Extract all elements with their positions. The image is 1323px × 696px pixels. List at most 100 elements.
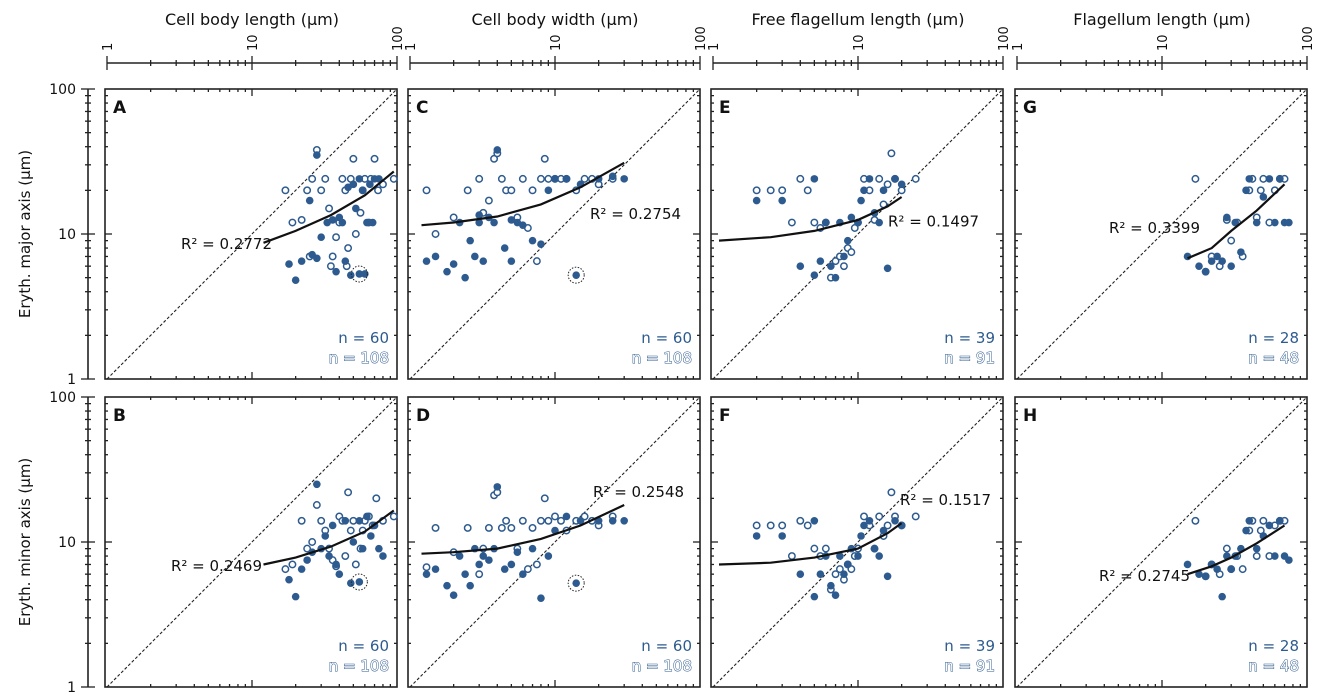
data-point-filled	[1213, 252, 1221, 261]
data-point-filled	[1213, 565, 1221, 573]
data-point-filled	[500, 244, 509, 252]
data-point-filled	[317, 233, 325, 242]
outlier-ring	[567, 574, 585, 592]
data-point-open	[422, 563, 431, 572]
data-point-filled	[608, 517, 617, 525]
data-point-filled	[796, 262, 805, 270]
data-point-filled	[313, 480, 321, 489]
n-filled-label: n = 28	[1248, 637, 1299, 655]
data-point-filled	[1242, 186, 1250, 195]
data-point-filled	[493, 146, 502, 154]
data-point-filled	[1271, 218, 1279, 227]
data-point-open	[536, 516, 545, 525]
data-point-filled	[857, 196, 865, 205]
data-point-filled	[528, 544, 537, 553]
data-point-open	[303, 186, 312, 195]
column-title: Cell body width (μm)	[471, 10, 638, 29]
data-point-filled	[507, 257, 516, 265]
fit-curve	[421, 161, 625, 227]
data-point-open	[518, 516, 527, 525]
column-title: Cell body length (μm)	[165, 10, 339, 29]
data-point-open	[1191, 174, 1200, 183]
data-point-filled	[341, 257, 350, 265]
data-point-filled	[860, 186, 868, 195]
data-point-open	[850, 224, 859, 232]
data-point-filled	[843, 560, 852, 569]
y-tick-label: 10	[58, 227, 76, 243]
data-point-filled	[752, 532, 761, 540]
y-axis-label: Eryth. major axis (μm)	[16, 150, 34, 318]
data-point-open	[484, 523, 493, 532]
data-point-filled	[1285, 556, 1293, 564]
identity-line	[409, 88, 701, 380]
data-point-open	[475, 570, 484, 579]
data-point-open	[372, 494, 381, 503]
data-point-open	[484, 196, 493, 205]
x-tick-label: 100	[997, 26, 1012, 51]
x-tick-label: 100	[1301, 26, 1316, 51]
data-point-filled	[466, 581, 474, 590]
data-point-open	[831, 257, 840, 266]
data-point-filled	[1237, 248, 1245, 256]
data-point-filled	[840, 252, 848, 261]
identity-line	[712, 88, 1004, 380]
data-point-open	[911, 512, 920, 521]
top-axis-4: Flagellum length (μm) 1 10 100	[1011, 10, 1316, 70]
data-point-filled	[1245, 517, 1254, 525]
data-point-open	[1222, 544, 1231, 553]
data-point-open	[766, 186, 775, 195]
data-point-filled	[1227, 262, 1235, 270]
x-tick-label: 10	[246, 34, 261, 51]
data-point-open	[370, 154, 379, 163]
top-axis-3: Free flagellum length (μm) 1 10 100	[707, 10, 1012, 70]
data-point-open	[540, 154, 549, 163]
data-point-filled	[551, 175, 559, 183]
data-point-filled	[341, 517, 350, 525]
n-open-label: n = 91	[944, 657, 995, 675]
data-point-filled	[475, 211, 483, 219]
y-tick-label: 1	[67, 372, 76, 388]
identity-line	[409, 396, 701, 688]
n-filled-label: n = 60	[338, 329, 389, 347]
data-point-filled	[346, 579, 355, 587]
data-point-open	[835, 565, 844, 574]
data-point-filled	[379, 552, 387, 560]
data-point-filled	[608, 172, 617, 181]
data-point-filled	[544, 552, 553, 560]
data-point-filled	[507, 216, 516, 224]
data-point-open	[317, 186, 326, 195]
data-point-open	[374, 186, 382, 195]
n-open-label: n = 108	[632, 349, 692, 367]
data-point-filled	[562, 175, 571, 183]
data-point-filled	[831, 591, 840, 599]
data-point-filled	[363, 218, 371, 227]
data-point-filled	[1218, 592, 1226, 601]
data-point-open	[312, 501, 321, 509]
data-point-filled	[1223, 213, 1231, 222]
data-point-filled	[349, 538, 358, 546]
left-axis-1: 1 10 100 Eryth. major axis (μm)	[16, 82, 95, 388]
data-point-filled	[363, 512, 371, 521]
data-point-filled	[455, 552, 464, 560]
data-point-filled	[1259, 193, 1268, 201]
x-tick-label: 1	[404, 43, 419, 51]
data-point-filled	[1245, 175, 1254, 183]
data-point-filled	[810, 517, 819, 525]
data-point-filled	[332, 267, 340, 276]
identity-line	[1016, 396, 1308, 688]
panel-letter: H	[1023, 406, 1037, 426]
data-point-open	[463, 523, 472, 532]
data-point-open	[1238, 565, 1247, 574]
panel-C: C R² = 0.2754 n = 60 n = 108	[407, 88, 701, 380]
n-open-label: n = 91	[944, 349, 995, 367]
data-point-filled	[285, 575, 293, 584]
n-filled-label: n = 60	[641, 329, 692, 347]
data-point-open	[507, 523, 516, 532]
panel-letter: A	[113, 98, 127, 118]
data-point-open	[1191, 516, 1200, 525]
data-point-open	[475, 174, 484, 183]
data-point-filled	[843, 236, 852, 245]
r-squared-label: R² = 0.1517	[900, 491, 991, 509]
panel-D: D R² = 0.2548 n = 60 n = 108	[407, 396, 701, 688]
